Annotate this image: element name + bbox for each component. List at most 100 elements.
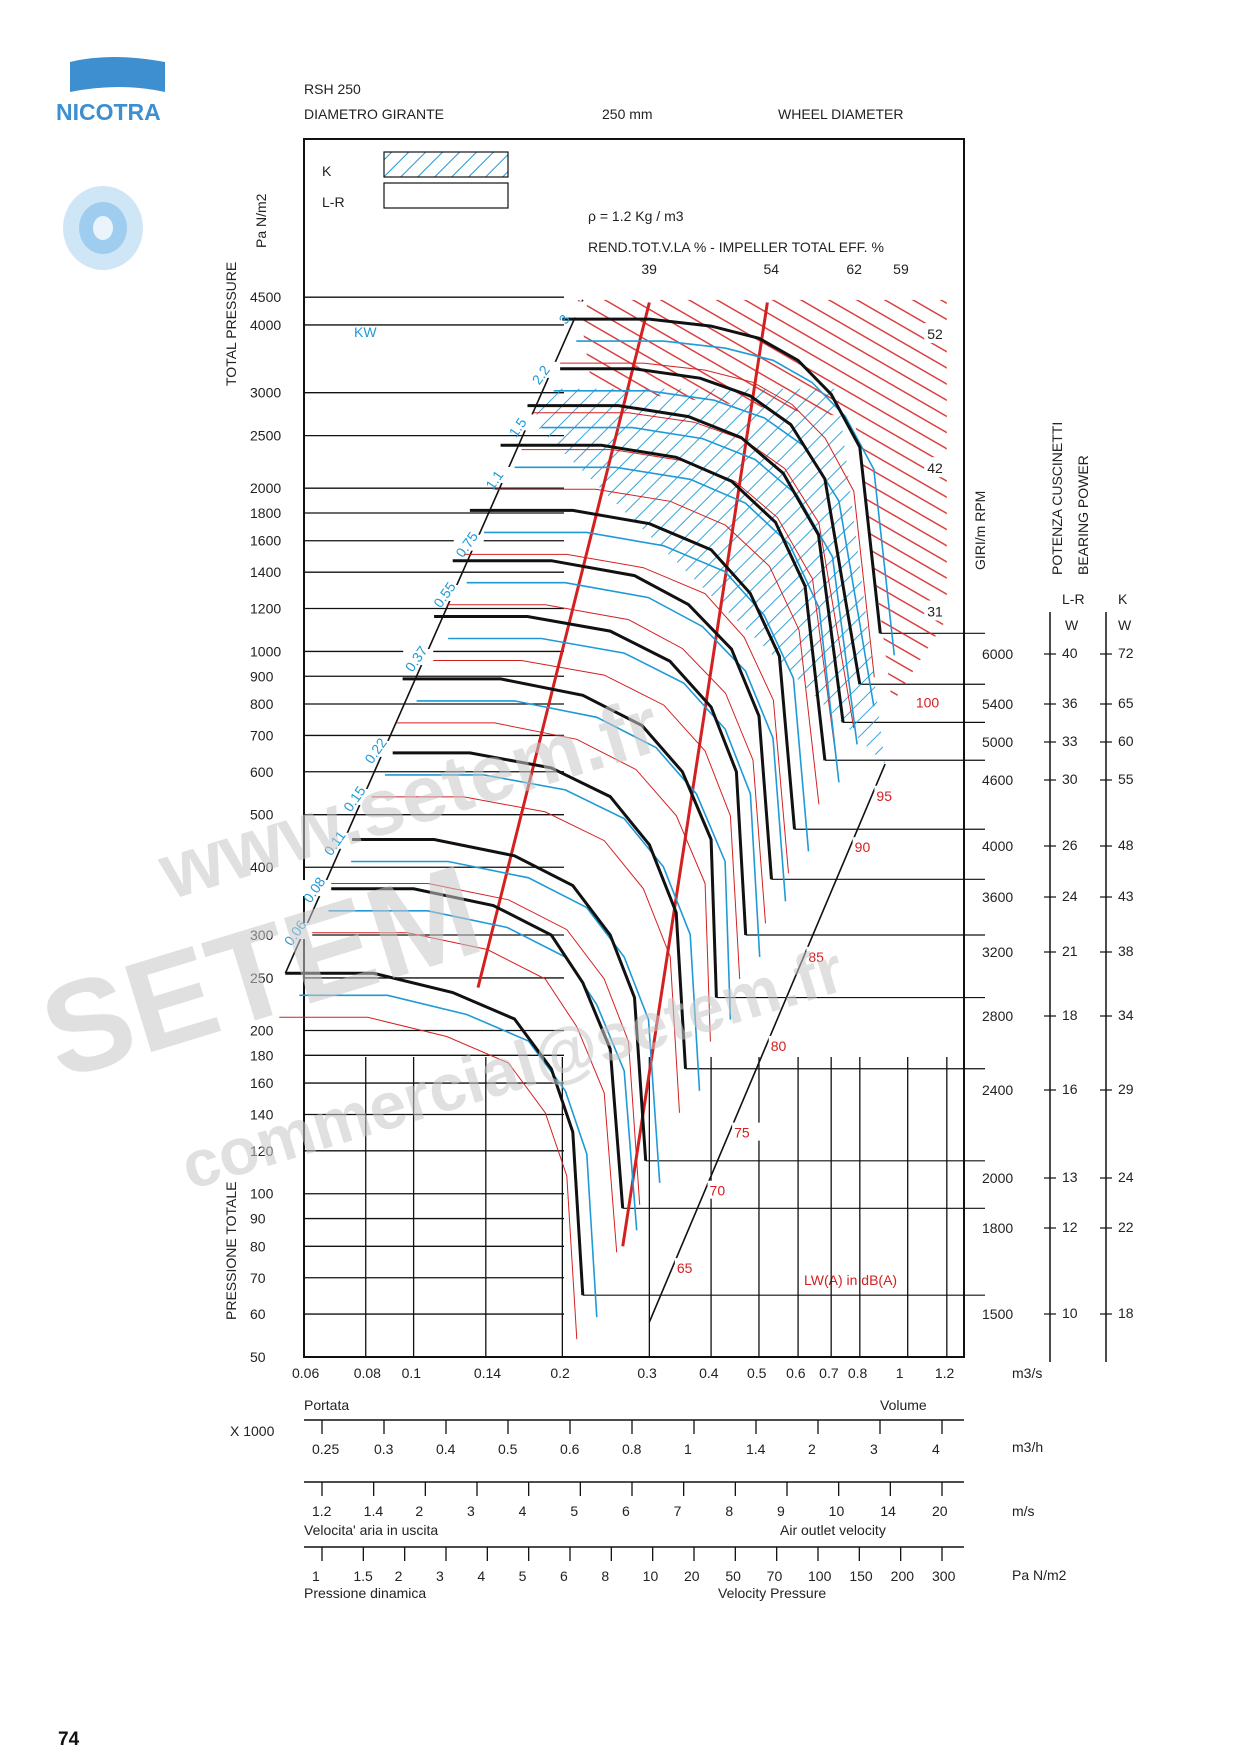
y-tick-label: 250	[250, 970, 274, 986]
y-tick-label: 1800	[250, 505, 281, 521]
y-tick-label: 200	[250, 1022, 274, 1038]
efficiency-label-bg	[924, 323, 951, 344]
kw-label-bg	[506, 414, 537, 431]
rpm-curve	[285, 971, 585, 1296]
db-label-bg	[852, 837, 883, 856]
rpm-curve	[539, 367, 862, 685]
rpm-value: 4000	[982, 838, 1013, 854]
efficiency-label-bg	[924, 457, 951, 478]
m3h-scale-label: 4	[932, 1441, 940, 1457]
brand-name: NICOTRA	[56, 99, 161, 125]
x-tick-label: 0.5	[747, 1365, 767, 1381]
kw-curve	[466, 581, 787, 902]
m3h-scale-label: 0.6	[560, 1441, 580, 1457]
chart-frame	[303, 138, 965, 1358]
bearing-k-value: 24	[1118, 1169, 1134, 1185]
velocity-scale-label: 9	[777, 1503, 785, 1519]
velocity-scale-label: 20	[932, 1503, 948, 1519]
db-label-bg	[707, 1180, 738, 1199]
diameter-label-it: DIAMETRO GIRANTE	[304, 106, 444, 122]
y-tick-label: 800	[250, 696, 274, 712]
dynamic-scale-label: 20	[684, 1568, 700, 1584]
velocity-label-en: Air outlet velocity	[780, 1522, 886, 1538]
db-curve	[463, 553, 789, 874]
dynamic-scale-label: 70	[767, 1568, 783, 1584]
kw-curve	[385, 774, 701, 1091]
x-tick-label: 0.08	[354, 1365, 381, 1381]
efficiency-top-label: 62	[846, 261, 862, 277]
dynamic-scale-label: 8	[601, 1568, 609, 1584]
db-value: 75	[734, 1125, 750, 1141]
db-curve	[494, 488, 820, 805]
y-tick-label: 300	[250, 927, 274, 943]
y-tick-label: 2500	[250, 428, 281, 444]
m3h-scale-label: 3	[870, 1441, 878, 1457]
x-tick-label: 1	[896, 1365, 904, 1381]
rpm-curve	[314, 887, 625, 1209]
page-number: 74	[58, 1729, 80, 1750]
bearing-k-value: 65	[1118, 695, 1134, 711]
db-value: 95	[876, 788, 892, 804]
dynamic-scale-label: 1	[312, 1568, 320, 1584]
dynamic-label-en: Velocity Pressure	[718, 1585, 826, 1601]
velocity-scale-label: 8	[725, 1503, 733, 1519]
rpm-curve	[371, 751, 687, 1069]
velocity-scale-label: 1.4	[364, 1503, 384, 1519]
db-label-bg	[768, 1035, 799, 1054]
x-tick-label: 0.6	[786, 1365, 806, 1381]
db-curve	[279, 1016, 578, 1340]
diameter-label-en: WHEEL DIAMETER	[778, 106, 904, 122]
db-curve	[365, 796, 680, 1113]
db-value: 65	[677, 1260, 693, 1276]
y-tick-label: 100	[250, 1186, 274, 1202]
bearing-lr-value: 10	[1062, 1305, 1078, 1321]
dynamic-scale-label: 50	[725, 1568, 741, 1584]
rpm-curve	[402, 677, 718, 998]
m3h-scale-label: 0.4	[436, 1441, 456, 1457]
bearing-lr-header: L-R	[1062, 591, 1085, 607]
kw-label-bg	[483, 466, 514, 483]
y-tick-label: 160	[250, 1075, 274, 1091]
y-tick-label: 120	[250, 1143, 274, 1159]
y-tick-label: 1200	[250, 601, 281, 617]
bearing-lr-value: 40	[1062, 645, 1078, 661]
bearing-lr-value: 18	[1062, 1007, 1078, 1023]
m3h-scale-label: 0.8	[622, 1441, 642, 1457]
density-label: ρ = 1.2 Kg / m3	[588, 208, 684, 224]
kw-curve	[553, 389, 875, 707]
y-tick-label: 80	[250, 1238, 266, 1254]
x-tick-label: 0.8	[848, 1365, 868, 1381]
y-tick-label: 1000	[250, 643, 281, 659]
bearing-title-it: POTENZA CUSCINETTI	[1049, 422, 1065, 575]
kw-label-bg	[431, 585, 462, 602]
db-label-bg	[674, 1258, 705, 1277]
kw-curve	[448, 637, 761, 958]
x-unit: m3/s	[1012, 1365, 1042, 1381]
db-curve	[428, 660, 741, 980]
velocity-scale-label: 10	[829, 1503, 845, 1519]
rpm-curve	[500, 443, 827, 761]
x-tick-label: 0.06	[292, 1365, 319, 1381]
db-value: 80	[771, 1038, 787, 1054]
x-tick-label: 0.1	[402, 1365, 422, 1381]
m3h-scale-label: 0.5	[498, 1441, 518, 1457]
velocity-scale-label: 4	[519, 1503, 527, 1519]
y-tick-label: 60	[250, 1306, 266, 1322]
velocity-scale-label: 14	[880, 1503, 896, 1519]
y-tick-label: 500	[250, 807, 274, 823]
bearing-k-value: 60	[1118, 733, 1134, 749]
efficiency-side-label: 31	[927, 603, 943, 619]
m3h-scale-label: 1.4	[746, 1441, 766, 1457]
velocity-scale-label: 5	[570, 1503, 578, 1519]
efficiency-top-label: 54	[763, 261, 779, 277]
efficiency-side-label: 42	[927, 460, 943, 476]
bearing-lr-value: 21	[1062, 943, 1078, 959]
kw-curve	[514, 466, 840, 783]
m3h-scale-label: 2	[808, 1441, 816, 1457]
dynamic-scale-label: 1.5	[353, 1568, 373, 1584]
model-label: RSH 250	[304, 81, 361, 97]
kw-curve	[541, 426, 858, 745]
velocity-scale-label: 2	[415, 1503, 423, 1519]
y-tick-label: 900	[250, 668, 274, 684]
